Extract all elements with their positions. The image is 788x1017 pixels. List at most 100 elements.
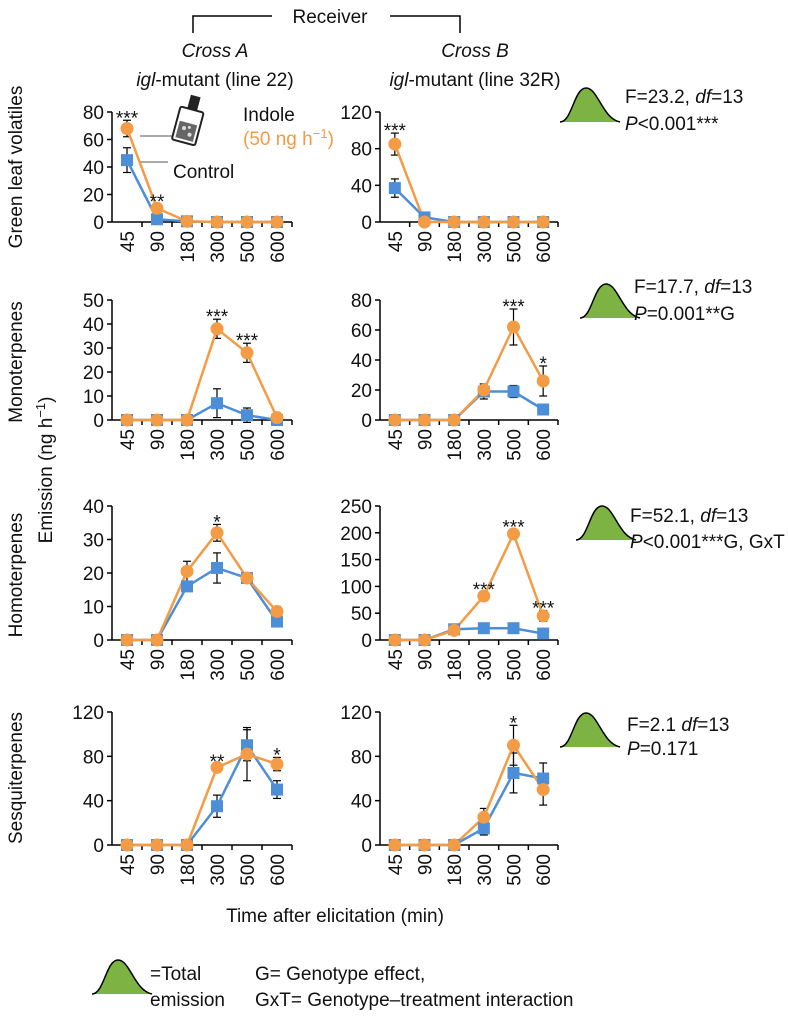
y-tick-label: 40 bbox=[83, 792, 104, 813]
y-tick-label: 250 bbox=[340, 497, 372, 518]
series-line bbox=[394, 324, 545, 422]
y-tick-label: 80 bbox=[83, 747, 104, 768]
significance: * bbox=[213, 512, 221, 533]
receiver-label: Receiver bbox=[293, 7, 369, 28]
marker bbox=[477, 810, 491, 824]
stats-f: F=52.1, df=13 bbox=[630, 506, 748, 527]
marker bbox=[536, 215, 550, 229]
x-tick-label: 45 bbox=[118, 429, 139, 450]
legend-note-text: (50 ng h bbox=[243, 129, 313, 150]
y-label-end: ) bbox=[36, 397, 57, 403]
y-tick-label: 0 bbox=[93, 631, 104, 652]
significance: *** bbox=[473, 580, 496, 601]
marker bbox=[507, 527, 520, 541]
line-b-rest: -mutant (line 32R) bbox=[408, 70, 560, 91]
marker bbox=[121, 154, 133, 167]
y-tick-label: 80 bbox=[83, 103, 104, 124]
marker bbox=[211, 397, 223, 410]
marker bbox=[240, 346, 254, 360]
y-axis-label: Emission (ng h−1) bbox=[33, 397, 57, 544]
x-tick-label: 300 bbox=[475, 231, 496, 263]
y-tick-label: 50 bbox=[351, 604, 372, 625]
marker bbox=[120, 413, 134, 427]
marker bbox=[418, 215, 431, 229]
significance: *** bbox=[384, 121, 407, 142]
marker bbox=[507, 766, 520, 779]
x-tick-label: 90 bbox=[148, 231, 169, 252]
x-tick-label: 500 bbox=[505, 231, 526, 263]
series-line bbox=[127, 566, 279, 642]
y-tick-label: 40 bbox=[83, 497, 104, 518]
x-tick-label: 90 bbox=[148, 429, 169, 450]
marker bbox=[447, 413, 461, 427]
stats-p: P=0.001**G bbox=[634, 304, 735, 325]
x-tick-label: 180 bbox=[445, 429, 466, 461]
y-tick-label: 120 bbox=[72, 703, 104, 724]
marker bbox=[150, 838, 164, 852]
stats-f: F=2.1 df=13 bbox=[627, 715, 730, 736]
y-tick-label: 50 bbox=[83, 291, 104, 312]
x-tick-label: 300 bbox=[475, 429, 496, 461]
significance: *** bbox=[206, 307, 229, 328]
bracket bbox=[192, 15, 272, 33]
x-tick-label: 600 bbox=[534, 854, 555, 886]
marker bbox=[180, 838, 194, 852]
series-line bbox=[394, 742, 545, 847]
x-tick-label: 500 bbox=[238, 429, 259, 461]
x-tick-label: 600 bbox=[268, 429, 289, 461]
marker bbox=[536, 609, 550, 623]
series-line bbox=[394, 530, 545, 642]
legend-label: Control bbox=[173, 162, 234, 183]
legend-label: Indole bbox=[243, 105, 295, 126]
y-tick-label: 30 bbox=[83, 339, 104, 360]
significance: * bbox=[539, 354, 547, 375]
line-b-gene: igl bbox=[389, 70, 409, 91]
p: P bbox=[627, 739, 640, 760]
y-tick-label: 200 bbox=[340, 524, 372, 545]
p: P bbox=[634, 304, 647, 325]
x-tick-label: 500 bbox=[505, 854, 526, 886]
marker bbox=[477, 383, 491, 397]
x-tick-label: 500 bbox=[505, 649, 526, 681]
y-tick-label: 40 bbox=[351, 176, 372, 197]
x-tick-label: 180 bbox=[178, 429, 199, 461]
p-value: =0.171 bbox=[640, 739, 699, 760]
significance: *** bbox=[116, 108, 139, 129]
legend-note-end: ) bbox=[328, 129, 334, 150]
x-tick-label: 180 bbox=[178, 649, 199, 681]
y-tick-label: 120 bbox=[340, 103, 372, 124]
line-a-gene: igl bbox=[136, 70, 156, 91]
marker bbox=[240, 747, 254, 761]
x-tick-label: 45 bbox=[386, 649, 407, 670]
y-tick-label: 0 bbox=[93, 836, 104, 857]
footer-total: =Total bbox=[150, 964, 201, 985]
df-value: =13 bbox=[711, 87, 743, 108]
df: df bbox=[695, 87, 713, 108]
marker bbox=[240, 215, 254, 229]
marker bbox=[507, 738, 520, 752]
marker bbox=[418, 633, 431, 647]
marker bbox=[388, 413, 402, 427]
line-a: igl-mutant (line 22) bbox=[136, 70, 293, 91]
marker bbox=[537, 627, 550, 640]
x-axis-label: Time after elicitation (min) bbox=[226, 906, 444, 927]
marker bbox=[211, 561, 223, 574]
cross-a: Cross A bbox=[182, 41, 249, 62]
p: P bbox=[630, 532, 643, 553]
df-value: =13 bbox=[697, 715, 729, 736]
marker bbox=[477, 215, 491, 229]
x-tick-label: 300 bbox=[208, 429, 229, 461]
marker bbox=[271, 615, 283, 628]
x-tick-label: 600 bbox=[534, 649, 555, 681]
significance: ** bbox=[210, 752, 225, 773]
x-tick-label: 500 bbox=[238, 854, 259, 886]
y-tick-label: 0 bbox=[361, 213, 372, 234]
legend-note: (50 ng h−1) bbox=[243, 126, 334, 150]
series-line bbox=[127, 742, 279, 847]
significance: *** bbox=[236, 331, 259, 352]
marker bbox=[388, 182, 401, 195]
marker bbox=[418, 838, 431, 852]
marker bbox=[120, 122, 134, 135]
vial-icon bbox=[171, 94, 205, 147]
marker bbox=[447, 623, 461, 637]
